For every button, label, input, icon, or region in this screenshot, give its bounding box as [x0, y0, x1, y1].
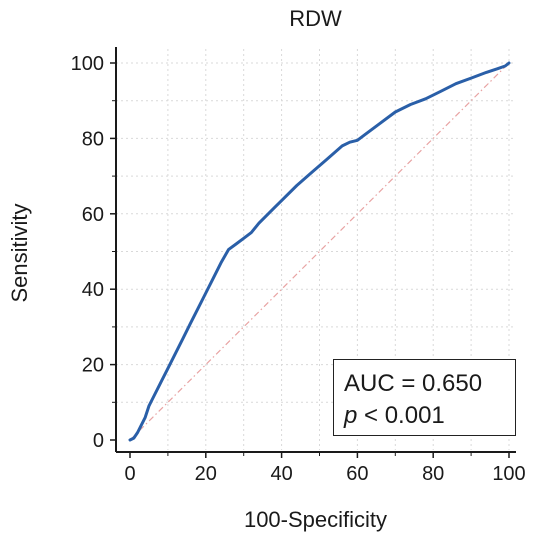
- p-symbol: p: [344, 402, 358, 429]
- y-tick-label: 0: [93, 430, 104, 452]
- x-tick-label: 0: [124, 463, 135, 485]
- y-tick-label: 60: [82, 204, 104, 226]
- auc-annotation-box: AUC = 0.650 p < 0.001: [333, 359, 516, 436]
- p-value-text: < 0.001: [357, 402, 445, 429]
- x-tick-label: 20: [195, 463, 217, 485]
- x-tick-label: 60: [346, 463, 368, 485]
- y-axis-label: Sensitivity: [7, 203, 32, 303]
- x-tick-label: 40: [270, 463, 292, 485]
- auc-value: AUC = 0.650: [344, 370, 483, 397]
- chart-title: RDW: [289, 6, 342, 31]
- x-axis-label: 100-Specificity: [243, 507, 388, 532]
- y-tick-label: 80: [82, 128, 104, 150]
- p-value: p < 0.001: [344, 400, 515, 432]
- y-tick-label: 40: [82, 279, 104, 301]
- y-tick-label: 20: [82, 355, 104, 377]
- y-tick-label: 100: [71, 53, 104, 75]
- x-tick-label: 80: [422, 463, 444, 485]
- roc-curve-line: [128, 61, 511, 442]
- x-tick-label: 100: [492, 463, 525, 485]
